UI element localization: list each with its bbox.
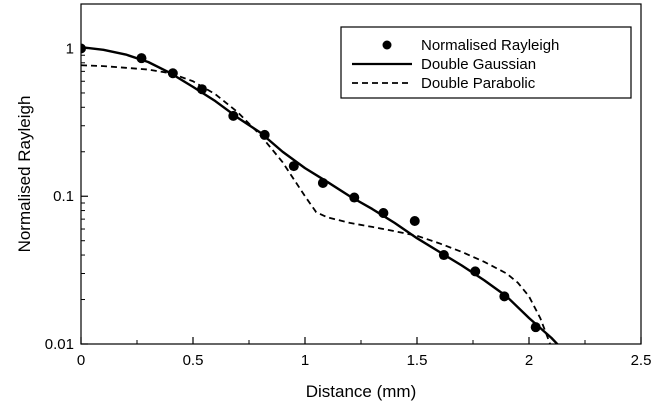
series-layer <box>81 43 559 344</box>
legend-marker <box>382 40 392 50</box>
y-axis: 0.01 0.1 1 <box>45 3 88 353</box>
x-tick-label: 2 <box>525 352 533 369</box>
legend-label: Double Parabolic <box>421 75 536 92</box>
x-tick-label: 0.5 <box>183 352 204 369</box>
x-tick-label: 1.5 <box>407 352 428 369</box>
x-tick-label: 2.5 <box>631 352 652 369</box>
legend: Normalised Rayleigh Double Gaussian Double… <box>340 26 632 99</box>
legend-label: Double Gaussian <box>421 56 536 73</box>
x-tick-label: 0 <box>77 352 85 369</box>
y-axis-title: Normalised Rayleigh <box>15 96 34 253</box>
legend-box <box>340 26 632 99</box>
data-point-marker <box>288 161 299 172</box>
double-parabolic-line <box>81 64 552 344</box>
x-axis-title: Distance (mm) <box>306 382 417 401</box>
data-point-marker <box>409 215 420 226</box>
double-gaussian-line <box>81 46 559 344</box>
legend-label: Normalised Rayleigh <box>421 37 559 54</box>
y-tick-label: 0.01 <box>45 336 74 353</box>
x-tick-label: 1 <box>301 352 309 369</box>
y-tick-label: 0.1 <box>53 188 74 205</box>
y-tick-label: 1 <box>66 40 74 57</box>
x-axis: 0 0.5 1 1.5 2 2.5 <box>77 337 652 369</box>
